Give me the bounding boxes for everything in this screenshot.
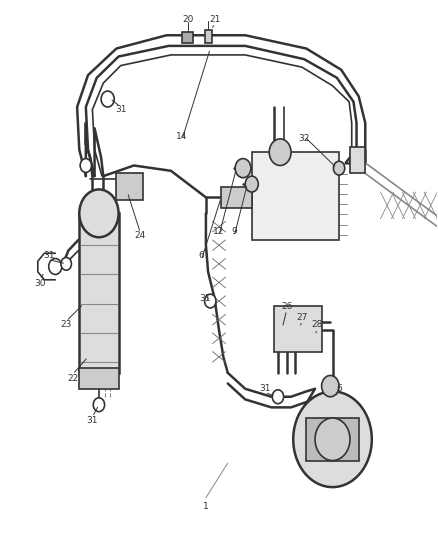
Text: 31: 31 (259, 384, 271, 393)
Text: 23: 23 (60, 320, 72, 329)
Circle shape (269, 139, 291, 165)
Text: 31: 31 (87, 416, 98, 425)
Circle shape (80, 159, 92, 172)
Circle shape (79, 189, 119, 237)
Text: 1: 1 (203, 502, 209, 511)
Text: 9: 9 (231, 228, 237, 237)
Bar (274, 306, 321, 352)
Circle shape (245, 176, 258, 192)
Bar (221, 187, 252, 208)
Text: 26: 26 (281, 302, 292, 311)
Circle shape (321, 375, 339, 397)
Text: 6: 6 (199, 252, 205, 260)
Bar (252, 152, 339, 240)
Circle shape (293, 391, 372, 487)
Bar (306, 418, 359, 461)
Bar (117, 173, 143, 200)
Bar (182, 31, 193, 43)
Circle shape (101, 91, 114, 107)
Text: 31: 31 (199, 294, 211, 303)
Text: 6: 6 (336, 384, 342, 393)
Text: 30: 30 (34, 279, 46, 288)
Text: 31: 31 (115, 105, 127, 114)
Circle shape (49, 259, 62, 274)
Text: 14: 14 (176, 132, 187, 141)
Circle shape (235, 159, 251, 177)
Text: 31: 31 (43, 252, 54, 260)
Circle shape (61, 257, 71, 270)
Text: 24: 24 (135, 231, 146, 240)
Bar (79, 213, 119, 373)
Text: 22: 22 (67, 374, 78, 383)
Text: 27: 27 (296, 312, 307, 321)
Bar (350, 147, 365, 173)
Text: 21: 21 (209, 15, 220, 24)
Circle shape (205, 294, 216, 308)
Text: 12: 12 (213, 228, 225, 237)
Bar (205, 30, 212, 43)
Circle shape (93, 398, 105, 411)
Text: 28: 28 (311, 320, 323, 329)
Bar (79, 368, 119, 389)
Circle shape (333, 161, 345, 175)
Circle shape (272, 390, 284, 403)
Text: 20: 20 (183, 15, 194, 24)
Circle shape (315, 418, 350, 461)
Text: 32: 32 (298, 134, 310, 143)
